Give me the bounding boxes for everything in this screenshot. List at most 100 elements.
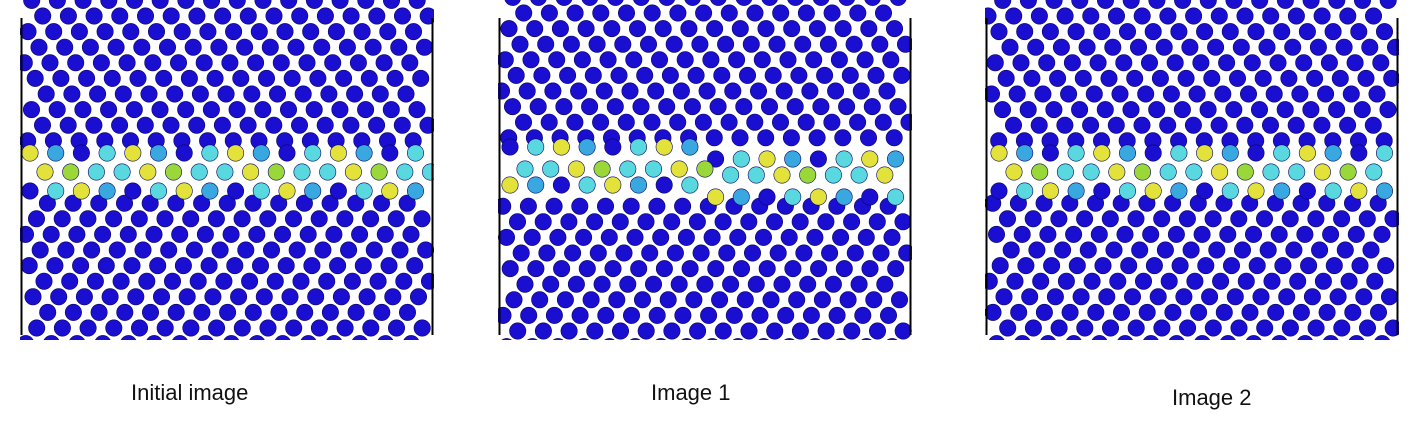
atom <box>232 69 250 87</box>
atom <box>753 51 771 69</box>
atom <box>771 113 789 131</box>
atom <box>1164 303 1182 321</box>
atom <box>210 38 228 56</box>
atom <box>1045 0 1063 9</box>
atom <box>823 113 841 131</box>
atom <box>193 303 211 321</box>
atom <box>42 225 60 243</box>
atom <box>560 213 578 231</box>
atom <box>358 288 376 306</box>
atom <box>834 20 852 38</box>
atom <box>1100 69 1118 87</box>
atom <box>1186 272 1204 290</box>
atom <box>1156 241 1174 259</box>
atom <box>393 7 411 25</box>
atom <box>265 7 283 25</box>
atom <box>1153 319 1171 337</box>
atom <box>218 194 236 212</box>
atom <box>747 275 765 293</box>
boundary-atom <box>809 150 827 168</box>
atom <box>277 257 295 275</box>
atom <box>1203 69 1221 87</box>
atom <box>1010 303 1028 321</box>
boundary-atom <box>758 188 776 206</box>
atom <box>368 7 386 25</box>
atom <box>802 306 820 324</box>
atom <box>647 82 665 100</box>
boundary-atom <box>329 182 347 200</box>
atom <box>1342 85 1360 103</box>
boundary-atom <box>396 163 414 181</box>
atom <box>156 319 174 337</box>
boundary-atom <box>809 188 827 206</box>
atom <box>1190 303 1208 321</box>
boundary-atom <box>542 160 560 178</box>
atom <box>821 244 839 262</box>
atom <box>188 116 206 134</box>
atom <box>419 7 434 25</box>
atom <box>545 306 563 324</box>
atom <box>1115 54 1133 72</box>
atom <box>797 4 815 22</box>
atom <box>511 35 529 53</box>
atom <box>1141 54 1159 72</box>
atom <box>263 241 281 259</box>
atom <box>67 54 85 72</box>
atom <box>1329 288 1347 306</box>
atom <box>1325 257 1343 275</box>
atom <box>658 0 675 6</box>
atom <box>522 51 540 69</box>
atom <box>1087 303 1105 321</box>
atom <box>857 228 875 246</box>
atom <box>879 306 897 324</box>
atom <box>1250 101 1268 119</box>
atom <box>1143 335 1159 340</box>
atom <box>830 51 848 69</box>
atom <box>1297 335 1313 340</box>
atom <box>806 228 824 246</box>
atom <box>63 85 81 103</box>
atom <box>1358 210 1376 228</box>
atom <box>1034 85 1052 103</box>
atom <box>1273 23 1291 41</box>
atom <box>676 51 694 69</box>
atom <box>864 0 881 6</box>
atom <box>643 4 661 22</box>
atom <box>718 244 736 262</box>
atom <box>384 288 402 306</box>
atom <box>406 257 424 275</box>
atom <box>1027 38 1045 56</box>
atom <box>75 288 93 306</box>
atom <box>707 260 725 278</box>
atom <box>1046 288 1064 306</box>
atom <box>85 116 103 134</box>
atom <box>140 85 158 103</box>
boundary-atom <box>98 182 116 200</box>
atom <box>1194 335 1210 340</box>
atom <box>296 303 314 321</box>
atom <box>371 85 389 103</box>
atom <box>713 66 731 84</box>
atom <box>1270 225 1288 243</box>
atom <box>1179 319 1197 337</box>
atom <box>252 257 270 275</box>
atom <box>1255 210 1273 228</box>
panel-image-1 <box>498 0 912 340</box>
atom <box>1193 225 1211 243</box>
boundary-atom <box>732 150 750 168</box>
atom <box>584 66 602 84</box>
atom <box>1004 116 1022 134</box>
atom <box>885 129 903 147</box>
atom <box>259 319 277 337</box>
atom <box>1006 272 1024 290</box>
boundary-atom <box>552 176 570 194</box>
atom <box>623 306 641 324</box>
atom <box>885 20 903 38</box>
atom <box>244 303 262 321</box>
boundary-atom <box>1196 182 1214 200</box>
atom <box>586 213 604 231</box>
atom <box>611 213 629 231</box>
atom <box>269 85 287 103</box>
boundary-atom <box>227 144 245 162</box>
atom <box>849 113 867 131</box>
